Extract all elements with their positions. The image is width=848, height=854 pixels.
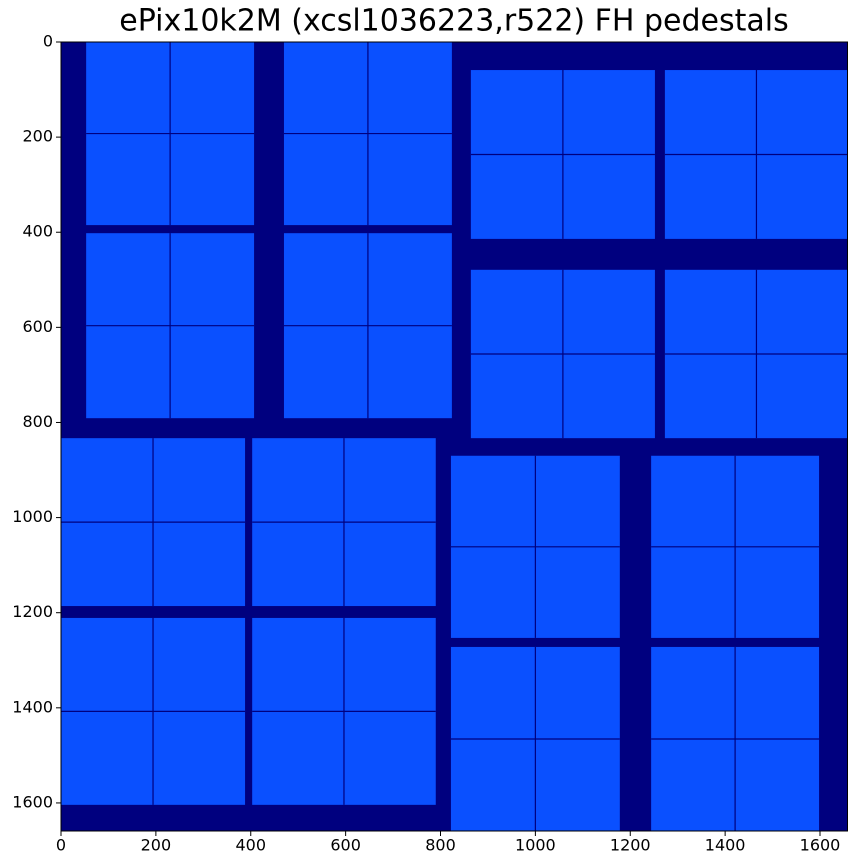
y-tick-label: 800 <box>22 412 53 431</box>
x-tick-label: 1400 <box>705 836 746 854</box>
y-tick-label: 1000 <box>12 507 53 526</box>
x-tick-label: 1000 <box>515 836 556 854</box>
x-tick-label: 600 <box>330 836 361 854</box>
x-tick-label: 1600 <box>800 836 841 854</box>
x-tick-label: 400 <box>235 836 266 854</box>
y-tick-label: 200 <box>22 127 53 146</box>
y-tick-label: 400 <box>22 222 53 241</box>
y-tick-label: 0 <box>43 32 53 51</box>
y-tick-label: 1400 <box>12 697 53 716</box>
x-tick-label: 200 <box>141 836 172 854</box>
y-tick-label: 600 <box>22 317 53 336</box>
y-tick-label: 1600 <box>12 792 53 811</box>
x-tick-label: 1200 <box>610 836 651 854</box>
y-tick-label: 1200 <box>12 602 53 621</box>
chart-title: ePix10k2M (xcsl1036223,r522) FH pedestal… <box>119 4 789 39</box>
x-tick-label: 800 <box>425 836 456 854</box>
x-tick-label: 0 <box>56 836 66 854</box>
